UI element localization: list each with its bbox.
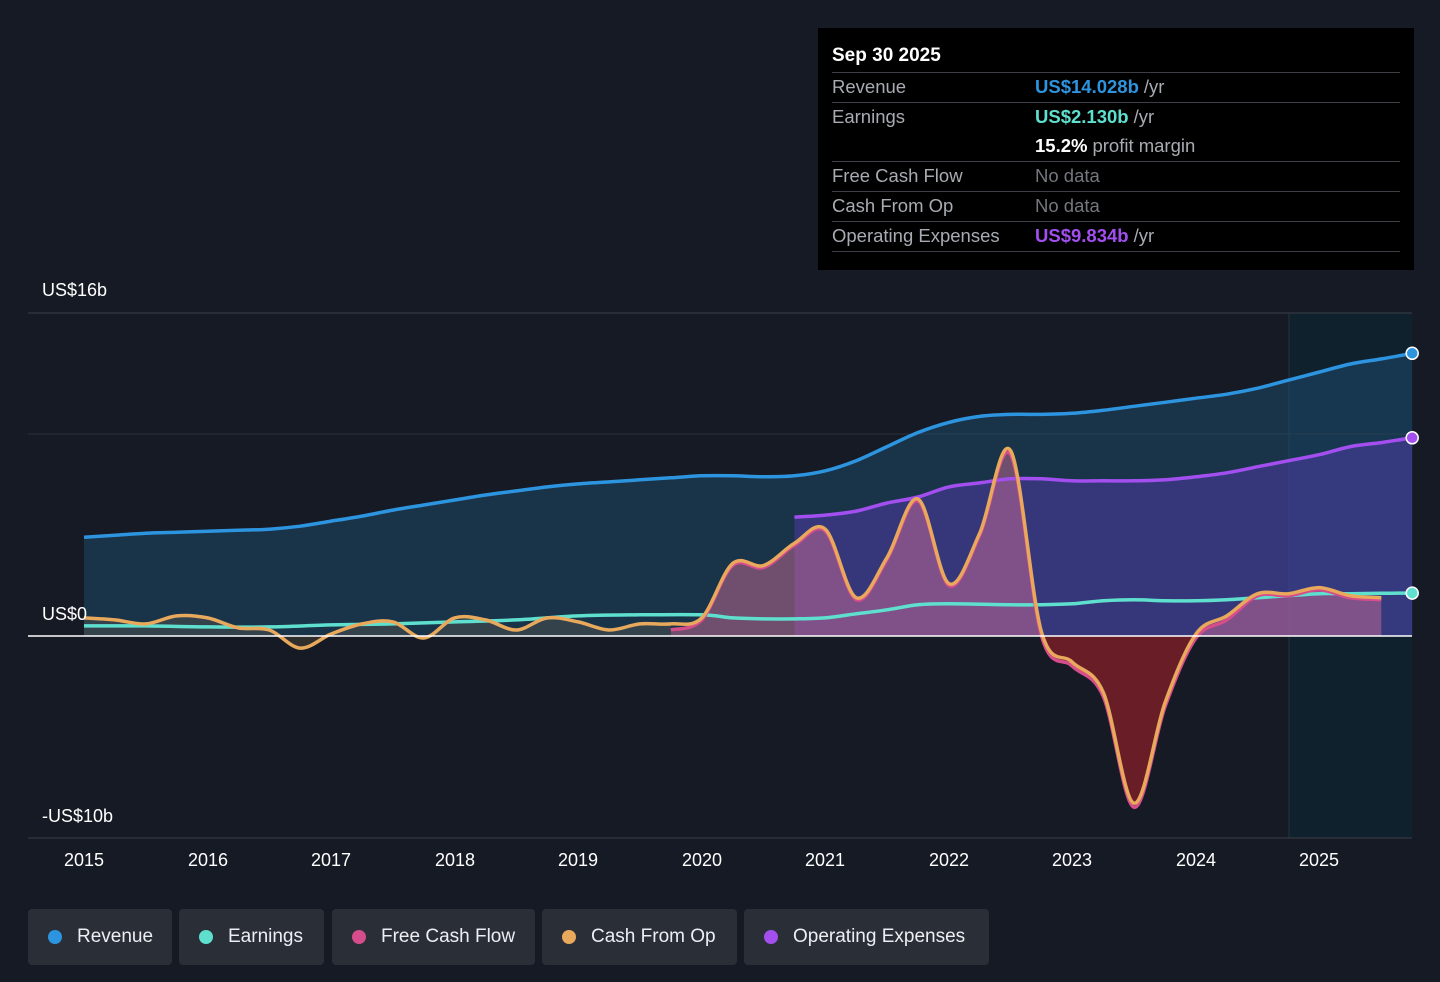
legend-fcf[interactable]: Free Cash Flow [332,909,535,965]
x-tick-label: 2025 [1298,850,1340,870]
tooltip-row-earnings: Earnings US$2.130b /yr [832,102,1400,132]
cfo-area [84,615,671,649]
x-tick-label: 2020 [681,850,723,870]
tooltip-row-margin: 15.2% profit margin [832,132,1400,161]
legend-label: Free Cash Flow [381,926,516,947]
tooltip-value: US$14.028b [1035,76,1139,97]
plot-layer [83,351,1413,810]
tooltip-unit: /yr [1143,76,1165,97]
tooltip-label: Earnings [832,106,906,127]
y-axis-label-bottom: -US$10b [42,806,114,826]
tooltip-label: Free Cash Flow [832,165,963,186]
tooltip-value: 15.2% [1035,135,1088,156]
revenue-line [83,351,1413,540]
tooltip-value: US$9.834b [1035,225,1129,246]
tooltip-label: Cash From Op [832,195,954,216]
x-tick-label: 2017 [310,850,352,870]
legend-dot-icon [562,930,576,944]
cfo-line [83,446,1382,805]
revenue-end-marker [1405,346,1419,361]
marker-layer [1405,346,1419,600]
tooltip-row-fcf: Free Cash Flow No data [832,161,1400,191]
forecast-highlight [1289,313,1412,838]
legend-dot-icon [48,930,62,944]
x-tick-label: 2024 [1175,850,1217,870]
y-axis-label-top: US$16b [42,280,108,300]
legend-revenue[interactable]: Revenue [28,909,172,965]
x-tick-label: 2015 [63,850,105,870]
tooltip-unit: /yr [1133,106,1155,127]
legend-label: Operating Expenses [793,926,966,947]
tooltip-unit: /yr [1133,225,1155,246]
tooltip-unit: profit margin [1092,135,1196,156]
x-tick-label: 2016 [187,850,229,870]
revenue-area [84,353,1413,636]
legend-label: Earnings [228,926,303,947]
legend-earnings[interactable]: Earnings [179,909,324,965]
x-tick-label: 2018 [434,850,476,870]
legend-label: Cash From Op [591,926,716,947]
y-axis-label-zero: US$0 [42,604,88,624]
legend-dot-icon [352,930,366,944]
legend-dot-icon [199,930,213,944]
tooltip-date: Sep 30 2025 [832,45,941,66]
tooltip-row-revenue: Revenue US$14.028b /yr [832,72,1400,102]
earnings-end-marker [1405,586,1419,600]
tooltip-panel: Sep 30 2025 Revenue US$14.028b /yr Earni… [818,28,1414,270]
x-tick-label: 2021 [804,850,846,870]
x-tick-label: 2019 [557,850,599,870]
x-tick-label: 2023 [1051,850,1093,870]
opex-line [794,436,1413,519]
legend-cfo[interactable]: Cash From Op [542,909,737,965]
tooltip-label-spacer [832,132,1035,161]
legend-dot-icon [764,930,778,944]
tooltip-row-opex: Operating Expenses US$9.834b /yr [832,221,1400,252]
tooltip-value: No data [1035,165,1100,186]
tooltip-value: No data [1035,195,1100,216]
tooltip-row-cfo: Cash From Op No data [832,191,1400,221]
tooltip-value: US$2.130b [1035,106,1129,127]
tooltip-label: Operating Expenses [832,225,1000,246]
opex-end-marker [1405,431,1419,445]
x-tick-label: 2022 [928,850,970,870]
legend-label: Revenue [77,926,154,947]
tooltip-label: Revenue [832,76,907,97]
legend-opex[interactable]: Operating Expenses [744,909,989,965]
